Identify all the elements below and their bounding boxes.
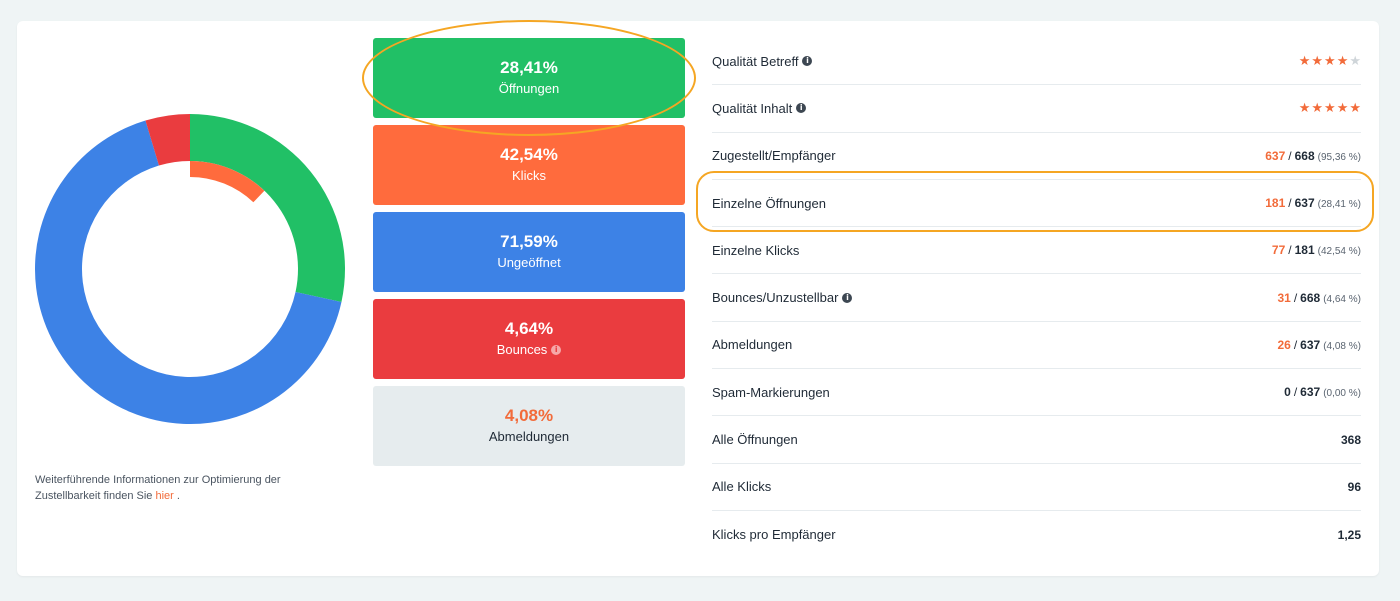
tile-opens-label: Öffnungen <box>498 81 560 96</box>
stat-label: Klicks pro Empfänger <box>712 527 836 543</box>
stat-label: Einzelne Klicks <box>712 242 800 258</box>
stat-separator: / <box>1288 196 1292 211</box>
stat-percent: (0,00 %) <box>1323 388 1361 400</box>
star-icon: ★ <box>1298 100 1311 116</box>
stat-spam: Spam-Markierungen 0/637 (0,00 %) <box>712 369 1361 417</box>
stat-separator: / <box>1293 290 1298 305</box>
tile-unsubscribes-value: 4,08% <box>504 406 554 425</box>
stat-unique-opens: Einzelne Öffnungen 181/637 (28,41 %) <box>712 180 1361 228</box>
stat-label: Qualität Betreff <box>712 53 799 69</box>
stat-label: Qualität Inhalt <box>712 100 793 116</box>
stat-total: 637 <box>1300 385 1321 400</box>
tile-unsubscribes[interactable]: 4,08% Abmeldungen <box>373 386 685 466</box>
stat-value: 1,25 <box>1337 527 1361 542</box>
donut-segment--ffnungen[interactable] <box>190 114 345 302</box>
stat-count: 181 <box>1265 196 1286 211</box>
stat-label: Spam-Markierungen <box>712 384 830 400</box>
stat-label: Zugestellt/Empfänger <box>712 148 836 164</box>
stat-total: 668 <box>1300 290 1321 305</box>
donut-inner-ring <box>190 161 265 203</box>
tile-unopened[interactable]: 71,59% Ungeöffnet <box>373 212 685 292</box>
star-icon: ★ <box>1324 53 1336 69</box>
star-icon: ★ <box>1311 100 1324 116</box>
stat-total: 668 <box>1294 148 1315 163</box>
stat-clicks-per-recipient: Klicks pro Empfänger 1,25 <box>712 511 1361 558</box>
stat-percent: (4,64 %) <box>1323 293 1361 305</box>
deliverability-note: Weiterführende Informationen zur Optimie… <box>35 472 325 504</box>
stat-percent: (4,08 %) <box>1323 340 1361 352</box>
info-icon[interactable]: i <box>551 345 562 355</box>
note-link[interactable]: hier <box>155 490 174 502</box>
tile-opens[interactable]: 28,41% Öffnungen <box>373 38 685 118</box>
info-icon[interactable]: i <box>796 103 807 114</box>
stat-separator: / <box>1288 243 1292 258</box>
stat-content-quality: Qualität Inhalt i ★ ★ ★ ★ ★ <box>712 85 1361 133</box>
star-icon: ★ <box>1311 53 1324 69</box>
tile-bounces-value: 4,64% <box>504 319 554 338</box>
tile-unsubscribes-label: Abmeldungen <box>488 429 570 444</box>
stat-value: 96 <box>1347 479 1361 494</box>
stat-percent: (42,54 %) <box>1317 246 1361 258</box>
donut-segment-bounces[interactable] <box>145 114 190 166</box>
tile-clicks-value: 42,54% <box>500 145 558 164</box>
star-icon: ★ <box>1324 100 1336 116</box>
rating-stars: ★ ★ ★ ★ ★ <box>1299 53 1361 69</box>
stat-percent: (95,36 %) <box>1317 151 1361 163</box>
info-icon[interactable]: i <box>842 292 853 303</box>
rating-stars: ★ ★ ★ ★ ★ <box>1299 100 1361 116</box>
stat-all-clicks: Alle Klicks 96 <box>712 464 1361 511</box>
stat-label: Einzelne Öffnungen <box>712 195 826 211</box>
stat-total: 637 <box>1300 337 1321 352</box>
stat-separator: / <box>1293 337 1298 352</box>
stats-list: Qualität Betreff i ★ ★ ★ ★ ★ Qualität Inhalt i… <box>712 38 1361 558</box>
stat-label: Alle Öffnungen <box>712 432 798 448</box>
stat-value: 368 <box>1340 432 1361 447</box>
stat-subject-quality: Qualität Betreff i ★ ★ ★ ★ ★ <box>712 38 1361 86</box>
donut-segment-unge-ffnet[interactable] <box>35 120 342 424</box>
stat-count: 26 <box>1277 337 1291 352</box>
stat-count: 77 <box>1271 243 1286 258</box>
stat-separator: / <box>1288 148 1292 163</box>
note-tail: . <box>176 490 180 502</box>
donut-chart <box>35 114 345 424</box>
tile-opens-value: 28,41% <box>500 58 558 77</box>
donut-segment-klicks[interactable] <box>190 161 265 203</box>
star-icon: ★ <box>1298 53 1311 69</box>
stat-all-opens: Alle Öffnungen 368 <box>712 416 1361 464</box>
stat-total: 637 <box>1294 196 1315 211</box>
stat-count: 31 <box>1277 290 1291 305</box>
stat-count: 0 <box>1284 385 1291 400</box>
star-icon: ★ <box>1336 53 1349 69</box>
stat-separator: / <box>1293 385 1298 400</box>
star-icon: ★ <box>1349 100 1361 116</box>
donut-outer-ring <box>35 114 345 424</box>
tile-unopened-value: 71,59% <box>500 232 558 251</box>
report-card <box>17 21 1379 576</box>
star-icon: ★ <box>1336 100 1349 116</box>
stat-unsubscribes: Abmeldungen 26/637 (4,08 %) <box>712 322 1361 370</box>
tile-clicks-label: Klicks <box>512 168 546 183</box>
stat-delivered: Zugestellt/Empfänger 637/668 (95,36 %) <box>712 133 1361 180</box>
stat-percent: (28,41 %) <box>1317 199 1361 211</box>
stat-total: 181 <box>1294 243 1315 258</box>
note-text: Weiterführende Informationen zur Optimie… <box>35 474 281 502</box>
star-icon: ★ <box>1349 53 1361 69</box>
kpi-tiles: 28,41% Öffnungen 42,54% Klicks 71,59% Un… <box>373 38 685 473</box>
stat-label: Alle Klicks <box>712 479 772 495</box>
stat-unique-clicks: Einzelne Klicks 77/181 (42,54 %) <box>712 227 1361 275</box>
stat-count: 637 <box>1265 148 1286 163</box>
info-icon[interactable]: i <box>802 56 813 67</box>
tile-unopened-label: Ungeöffnet <box>497 255 561 270</box>
stat-label: Bounces/Unzustellbar <box>712 290 839 306</box>
stat-label: Abmeldungen <box>712 337 793 353</box>
tile-bounces-label: Bounces <box>496 342 548 357</box>
tile-bounces[interactable]: 4,64% Bounces i <box>373 299 685 379</box>
stat-bounces: Bounces/Unzustellbar i 31/668 (4,64 %) <box>712 274 1361 322</box>
tile-clicks[interactable]: 42,54% Klicks <box>373 125 685 205</box>
